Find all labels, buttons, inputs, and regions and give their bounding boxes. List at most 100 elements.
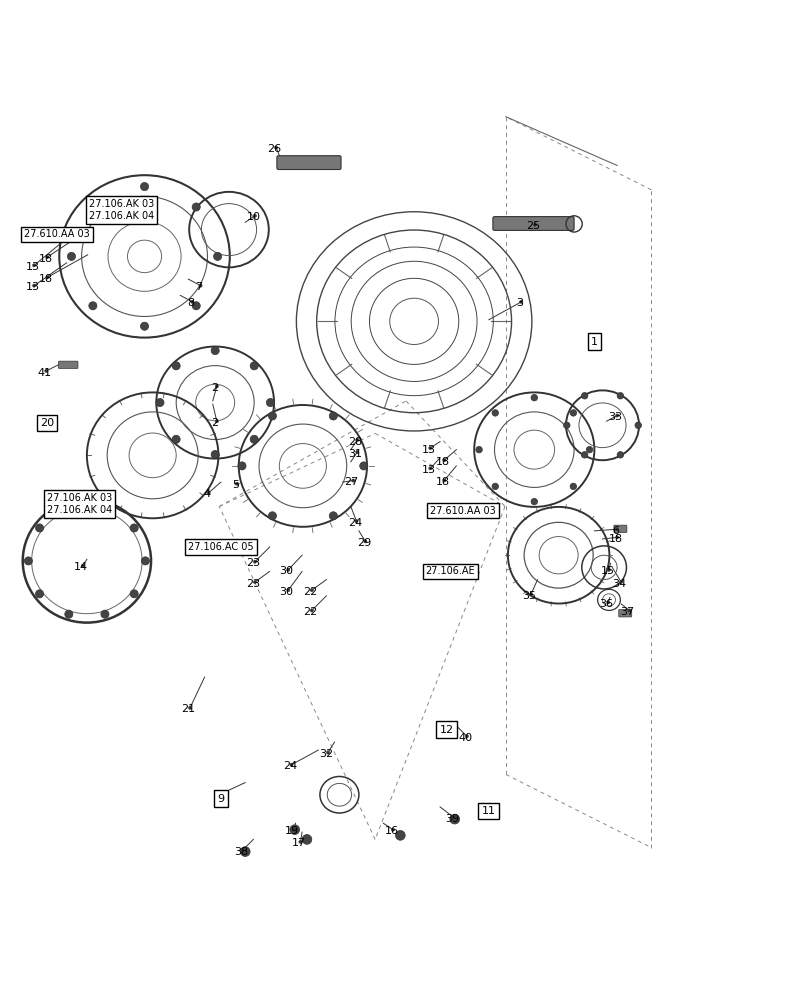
Text: 27.610.AA 03: 27.610.AA 03 — [430, 506, 496, 516]
Circle shape — [586, 446, 592, 453]
Circle shape — [530, 394, 537, 401]
Circle shape — [519, 300, 522, 303]
Text: 28: 28 — [348, 437, 363, 447]
Circle shape — [354, 519, 358, 523]
Text: 30: 30 — [279, 587, 294, 597]
Circle shape — [292, 828, 295, 831]
Circle shape — [130, 590, 138, 598]
Circle shape — [452, 816, 455, 819]
Circle shape — [581, 452, 587, 458]
Circle shape — [45, 256, 49, 259]
Circle shape — [156, 399, 164, 407]
FancyBboxPatch shape — [277, 156, 341, 170]
Circle shape — [253, 560, 256, 563]
Circle shape — [240, 847, 250, 856]
Circle shape — [241, 848, 244, 852]
Circle shape — [286, 589, 290, 592]
Text: 29: 29 — [356, 538, 371, 548]
Circle shape — [88, 203, 97, 211]
Circle shape — [449, 814, 459, 824]
Text: 31: 31 — [348, 449, 363, 459]
Circle shape — [32, 264, 36, 267]
Circle shape — [290, 763, 293, 766]
Text: 21: 21 — [181, 704, 195, 714]
Circle shape — [101, 610, 109, 618]
Circle shape — [140, 183, 148, 191]
Text: 27.106.AC 05: 27.106.AC 05 — [188, 542, 254, 552]
Circle shape — [326, 751, 329, 754]
Text: 11: 11 — [481, 806, 496, 816]
Circle shape — [130, 524, 138, 532]
Text: 27.106.AK 03
27.106.AK 04: 27.106.AK 03 27.106.AK 04 — [89, 199, 154, 221]
Text: 15: 15 — [599, 566, 614, 576]
Circle shape — [253, 214, 256, 217]
Circle shape — [211, 347, 219, 355]
FancyBboxPatch shape — [613, 525, 626, 532]
Circle shape — [329, 512, 337, 520]
Text: 34: 34 — [611, 579, 626, 589]
Circle shape — [619, 580, 622, 584]
Text: 38: 38 — [234, 847, 248, 857]
Circle shape — [215, 385, 218, 388]
Text: 41: 41 — [37, 368, 52, 378]
Circle shape — [616, 452, 623, 458]
Text: 3: 3 — [516, 298, 522, 308]
Text: 27: 27 — [344, 477, 358, 487]
Circle shape — [235, 482, 238, 485]
Circle shape — [238, 462, 246, 470]
Text: 20: 20 — [40, 418, 54, 428]
Circle shape — [67, 252, 75, 260]
Circle shape — [45, 369, 48, 373]
Circle shape — [268, 412, 276, 420]
Circle shape — [101, 504, 109, 512]
Text: 6: 6 — [611, 526, 618, 536]
Circle shape — [442, 459, 445, 462]
Circle shape — [533, 223, 536, 226]
Circle shape — [569, 410, 576, 416]
Circle shape — [428, 467, 431, 470]
Circle shape — [355, 450, 358, 454]
Circle shape — [36, 590, 44, 598]
Circle shape — [36, 524, 44, 532]
Text: 10: 10 — [246, 212, 260, 222]
Text: 26: 26 — [267, 144, 281, 154]
Circle shape — [475, 446, 482, 453]
Text: 16: 16 — [384, 826, 398, 836]
Text: 23: 23 — [246, 579, 260, 589]
Text: 18: 18 — [39, 254, 54, 264]
Text: 24: 24 — [282, 761, 297, 771]
Text: 2: 2 — [212, 383, 218, 393]
Circle shape — [24, 557, 32, 565]
Text: 23: 23 — [246, 558, 260, 568]
Circle shape — [428, 446, 431, 450]
Text: 4: 4 — [204, 489, 210, 499]
Circle shape — [286, 568, 290, 571]
Text: 18: 18 — [607, 534, 622, 544]
Circle shape — [607, 568, 610, 571]
Circle shape — [615, 536, 618, 539]
Text: 18: 18 — [39, 274, 54, 284]
Circle shape — [290, 825, 299, 835]
Text: 1: 1 — [590, 337, 597, 347]
Circle shape — [172, 435, 180, 443]
Circle shape — [530, 498, 537, 505]
Circle shape — [192, 302, 200, 310]
Text: 9: 9 — [217, 794, 224, 804]
Circle shape — [329, 412, 337, 420]
Circle shape — [253, 580, 256, 584]
Circle shape — [65, 610, 73, 618]
Circle shape — [221, 792, 224, 795]
Circle shape — [199, 284, 202, 287]
Circle shape — [191, 300, 194, 303]
Circle shape — [88, 302, 97, 310]
Circle shape — [627, 609, 630, 612]
Circle shape — [250, 362, 258, 370]
Circle shape — [302, 835, 311, 844]
Circle shape — [634, 422, 641, 429]
Text: 27.610.AA 03: 27.610.AA 03 — [24, 229, 90, 239]
Text: 14: 14 — [74, 562, 88, 572]
Circle shape — [615, 414, 618, 417]
Circle shape — [65, 504, 73, 512]
Circle shape — [391, 828, 394, 831]
Circle shape — [355, 438, 358, 442]
